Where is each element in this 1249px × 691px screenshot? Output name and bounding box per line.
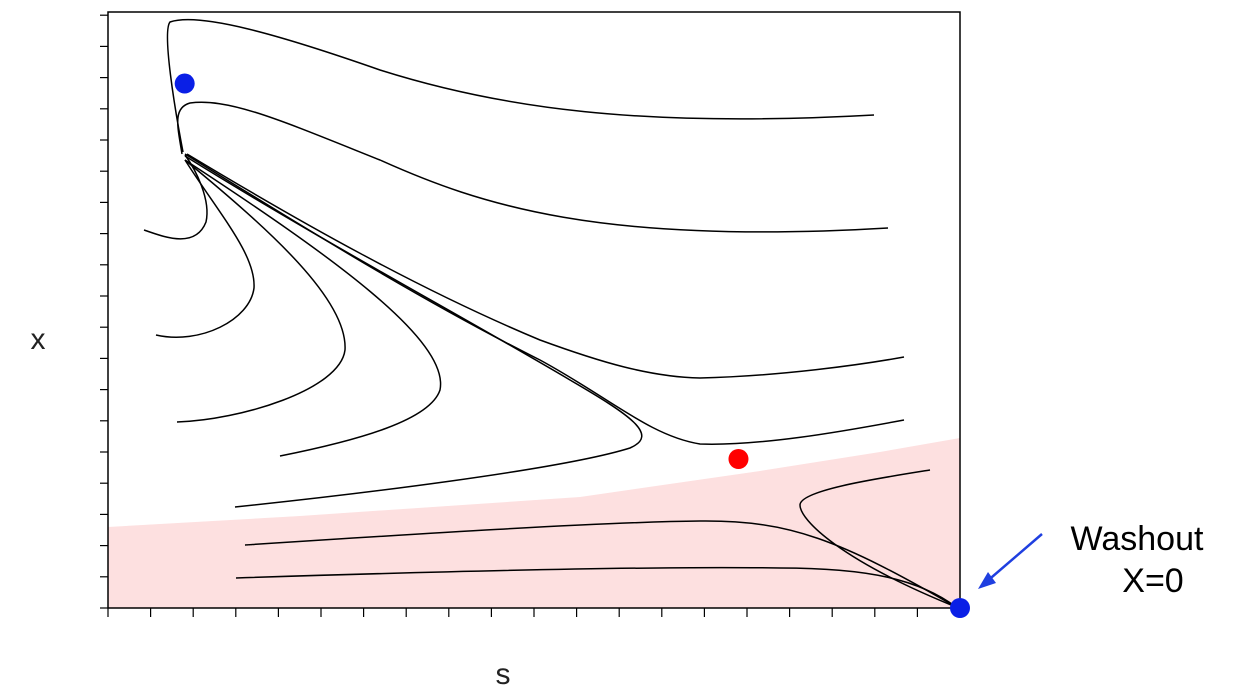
- washout-basin-region: [108, 438, 960, 608]
- trajectory-hook-4: [184, 159, 442, 457]
- trajectory-upper: [177, 101, 889, 233]
- y-axis-ticks: [100, 14, 108, 609]
- trajectory-to-washout-hook: [799, 469, 957, 608]
- stable-equilibrium-point: [174, 73, 195, 94]
- washout-equilibrium-point: [950, 598, 970, 618]
- trajectory-washout-1: [244, 520, 957, 608]
- x-axis-label: s: [496, 658, 511, 691]
- washout-condition: X=0: [1122, 562, 1183, 600]
- unstable-equilibrium-point: [728, 449, 749, 469]
- trajectory-hook-2: [155, 159, 255, 338]
- washout-arrowhead-icon: [978, 572, 996, 589]
- trajectory-washout-2: [235, 566, 957, 608]
- washout-label: Washout: [1071, 520, 1204, 558]
- y-axis-label: x: [31, 323, 46, 356]
- washout-arrow-icon: [984, 533, 1043, 584]
- separatrix-near-stable: [184, 153, 905, 445]
- washout-annotation: Washout X=0: [978, 520, 1204, 600]
- trajectory-mid-right: [186, 153, 905, 379]
- x-axis-ticks: [107, 608, 961, 617]
- trajectories: [143, 18, 957, 608]
- trajectory-top: [166, 18, 875, 153]
- trajectory-left-hook: [143, 154, 208, 240]
- trajectory-hook-3: [176, 159, 346, 423]
